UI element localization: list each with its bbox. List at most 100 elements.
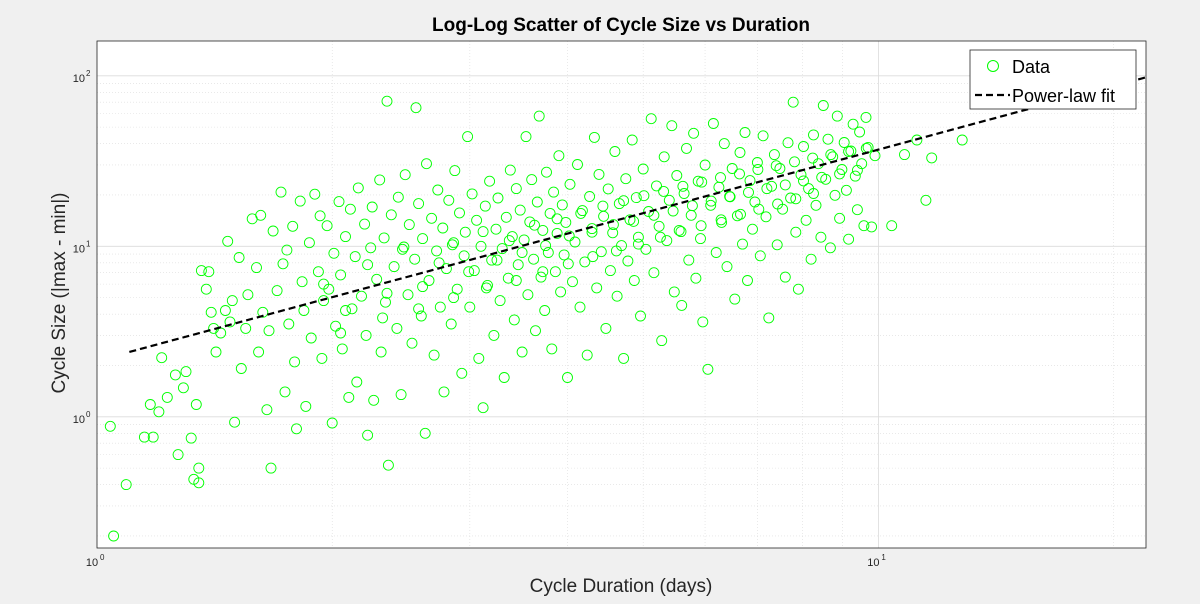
legend-data-marker: [987, 60, 999, 72]
data-point: [648, 267, 660, 279]
data-point: [595, 246, 607, 258]
data-point: [397, 243, 408, 255]
data-point: [530, 325, 541, 337]
data-point: [267, 225, 279, 237]
data-point: [620, 173, 632, 185]
data-point: [548, 186, 560, 198]
data-point: [726, 163, 738, 174]
data-point: [300, 400, 312, 412]
data-point: [715, 172, 726, 184]
data-point: [423, 275, 435, 286]
data-point: [551, 213, 563, 225]
data-point: [431, 245, 443, 257]
data-point: [291, 423, 302, 435]
data-point: [628, 275, 640, 286]
data-point: [591, 282, 603, 294]
data-point: [402, 289, 414, 301]
data-point: [391, 322, 403, 334]
legend: Data Power-law fit: [969, 49, 1137, 110]
data-point: [792, 283, 804, 295]
data-point: [681, 142, 692, 154]
data-point: [666, 120, 678, 132]
data-point: [739, 127, 751, 138]
data-point: [224, 316, 236, 328]
y-tick-label: 10 1: [73, 239, 91, 255]
data-point: [724, 191, 736, 203]
data-point: [335, 269, 347, 281]
data-point: [751, 157, 763, 168]
data-point: [563, 230, 575, 242]
data-point: [531, 196, 543, 208]
legend-box: [969, 49, 1137, 110]
data-point: [640, 243, 652, 255]
data-points: [104, 95, 968, 542]
data-point: [779, 271, 791, 283]
data-point: [498, 372, 510, 383]
data-point: [604, 265, 616, 277]
data-point: [690, 272, 702, 284]
data-point: [843, 233, 855, 245]
data-point: [437, 222, 449, 234]
data-point: [535, 271, 547, 283]
data-point: [445, 318, 457, 330]
data-point: [677, 180, 689, 192]
data-point: [484, 175, 496, 187]
data-point: [403, 219, 415, 231]
data-point: [303, 237, 315, 249]
data-point: [753, 203, 765, 215]
data-point: [377, 312, 389, 324]
data-point: [772, 198, 784, 210]
data-point: [251, 262, 262, 274]
data-point: [710, 247, 722, 258]
data-point: [147, 431, 159, 443]
data-point: [656, 335, 668, 347]
data-point: [203, 266, 215, 278]
data-point: [263, 325, 275, 337]
data-point: [508, 314, 520, 326]
data-point: [651, 180, 662, 192]
data-point: [749, 196, 761, 208]
data-point: [920, 194, 932, 206]
data-point: [279, 386, 291, 398]
y-tick-label: 10 0: [73, 410, 91, 426]
data-point: [514, 204, 526, 216]
data-point: [240, 322, 252, 334]
data-point: [335, 327, 347, 339]
data-point: [553, 150, 565, 162]
data-point: [676, 299, 688, 311]
data-point: [743, 186, 754, 198]
data-point: [768, 149, 780, 161]
data-point: [575, 207, 587, 219]
data-point: [336, 343, 348, 355]
data-point: [421, 158, 432, 170]
y-tick-label: 10 2: [73, 69, 91, 85]
x-tick-label: 10 0: [86, 553, 105, 569]
data-point: [770, 160, 782, 172]
data-point: [419, 427, 431, 439]
data-point: [800, 214, 812, 226]
data-point: [510, 275, 522, 286]
data-point: [456, 367, 468, 379]
data-point: [737, 238, 748, 250]
data-point: [309, 188, 321, 200]
data-point: [428, 349, 440, 361]
data-point: [500, 211, 512, 223]
data-point: [774, 163, 786, 174]
data-point: [516, 247, 528, 258]
data-point: [229, 416, 241, 428]
data-point: [683, 254, 695, 266]
data-point: [463, 266, 475, 278]
data-point: [688, 127, 700, 139]
data-point: [744, 175, 756, 187]
data-point: [763, 312, 775, 324]
data-point: [526, 174, 538, 186]
data-point: [180, 366, 192, 378]
data-point: [635, 310, 646, 322]
data-point: [734, 147, 746, 158]
data-point: [542, 247, 554, 258]
data-point: [222, 235, 234, 247]
plot-area: [96, 40, 1147, 549]
data-point: [695, 233, 706, 245]
